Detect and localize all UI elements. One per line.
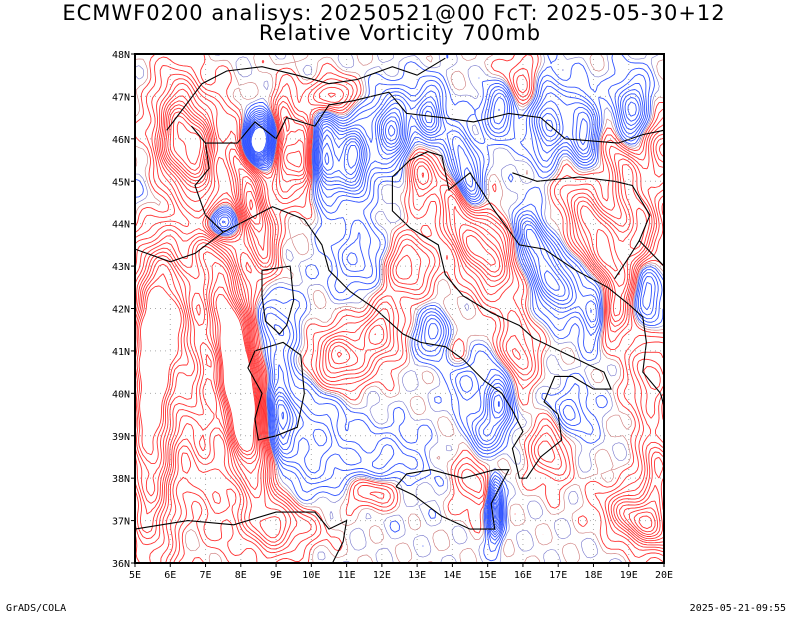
lon-tick-label: 13E	[408, 570, 426, 581]
lat-tick-label: 47N	[112, 92, 130, 103]
map-subtitle: Relative Vorticity 700mb	[258, 21, 542, 45]
lat-tick-label: 40N	[112, 389, 130, 400]
lat-tick-label: 38N	[112, 474, 130, 485]
lat-tick-label: 48N	[112, 50, 130, 61]
lat-tick-label: 41N	[112, 347, 130, 358]
lat-tick-label: 36N	[112, 559, 130, 570]
map-axes: 5E 6E 7E 8E 9E 10E 11E 12E 13E 14E 15E 16E 17E 18E 19E…	[112, 50, 673, 581]
lon-tick-label: 20E	[655, 570, 673, 581]
lon-tick-label: 7E	[200, 570, 212, 581]
lon-tick-label: 8E	[235, 570, 247, 581]
lon-tick-label: 18E	[584, 570, 602, 581]
coastlines	[135, 57, 664, 563]
lat-tick-label: 44N	[112, 220, 130, 231]
lon-tick-label: 17E	[549, 570, 567, 581]
lon-tick-label: 10E	[302, 570, 320, 581]
lon-tick-label: 12E	[373, 570, 391, 581]
software-credit: GrADS/COLA	[6, 603, 67, 614]
lat-tick-label: 42N	[112, 305, 130, 316]
lon-tick-label: 14E	[443, 570, 461, 581]
map-title: ECMWF0200 analisys: 20250521@00 FcT: 202…	[62, 1, 726, 25]
lat-tick-label: 43N	[112, 262, 130, 273]
lon-tick-label: 6E	[164, 570, 176, 581]
lat-lon-grid	[135, 54, 664, 563]
timestamp: 2025-05-21-09:55	[689, 603, 786, 614]
lon-tick-label: 11E	[338, 570, 356, 581]
lat-tick-label: 37N	[112, 517, 130, 528]
lon-tick-label: 15E	[479, 570, 497, 581]
lon-tick-label: 16E	[514, 570, 532, 581]
lat-tick-label: 45N	[112, 177, 130, 188]
lon-tick-label: 9E	[270, 570, 282, 581]
lon-tick-label: 19E	[620, 570, 638, 581]
vorticity-contours	[135, 54, 664, 563]
lat-tick-label: 39N	[112, 432, 130, 443]
lon-tick-label: 5E	[129, 570, 141, 581]
lat-tick-label: 46N	[112, 135, 130, 146]
